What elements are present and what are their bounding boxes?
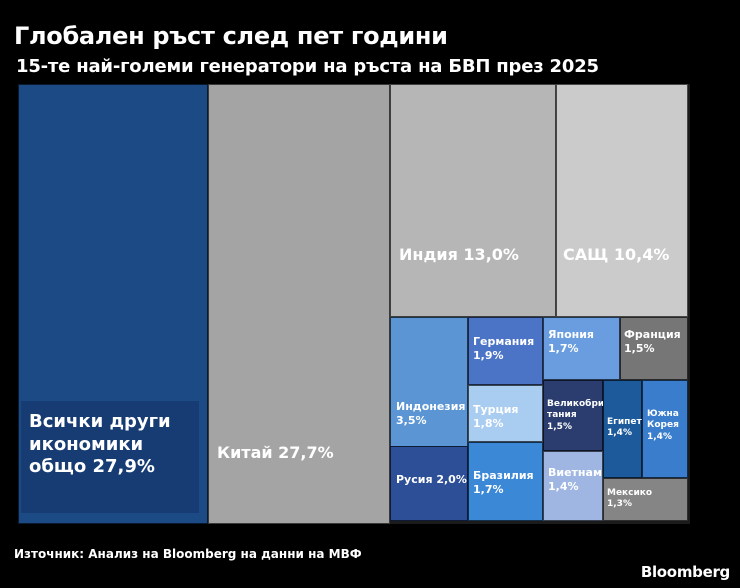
- treemap-tile: Египет 1,4%: [603, 380, 642, 478]
- treemap-tile-label: Турция 1,8%: [473, 403, 519, 430]
- treemap-tile-label: Мексико 1,3%: [607, 488, 653, 510]
- treemap-tile: Всички други икономики общо 27,9%: [18, 84, 208, 524]
- treemap-chart: Всички други икономики общо 27,9% Китай 2…: [18, 84, 690, 524]
- bloomberg-logo: Bloomberg: [640, 563, 730, 581]
- treemap-tile-label: Русия 2,0%: [396, 473, 467, 486]
- treemap-tile-label: Египет 1,4%: [607, 417, 642, 439]
- treemap-tile: Индия 13,0%: [390, 84, 556, 317]
- treemap-tile-label: Всички други икономики общо 27,9%: [29, 411, 171, 477]
- treemap-tile: САЩ 10,4%: [556, 84, 688, 317]
- treemap-tile-label: Виетнам 1,4%: [548, 466, 602, 493]
- treemap-tile-label: Япония 1,7%: [548, 328, 594, 355]
- source-suffix: на данни на МВФ: [236, 547, 362, 561]
- chart-subtitle: 15-те най-големи генератори на ръста на …: [16, 56, 599, 77]
- source-prefix: Източник: Анализ на: [14, 547, 163, 561]
- treemap-tile-label: Индия 13,0%: [399, 245, 519, 264]
- treemap-tile-label: Бразилия 1,7%: [473, 469, 534, 496]
- treemap-tile: Франция 1,5%: [620, 317, 688, 380]
- treemap-tile-label: Индонезия 3,5%: [396, 400, 466, 427]
- treemap-tile: Бразилия 1,7%: [468, 442, 543, 521]
- treemap-tile-label: Южна Корея 1,4%: [647, 409, 679, 442]
- treemap-tile: Турция 1,8%: [468, 385, 543, 442]
- treemap-tile-label: Германия 1,9%: [473, 335, 535, 362]
- chart-title: Глобален ръст след пет години: [14, 22, 448, 50]
- treemap-tile: Виетнам 1,4%: [543, 451, 603, 521]
- label-backdrop: [21, 401, 199, 513]
- treemap-tile: Южна Корея 1,4%: [642, 380, 688, 478]
- treemap-tile-label: САЩ 10,4%: [563, 245, 670, 264]
- treemap-tile-label: Великобри тания 1,5%: [547, 399, 605, 432]
- treemap-tile: Германия 1,9%: [468, 317, 543, 385]
- treemap-tile-label: Франция 1,5%: [624, 328, 681, 355]
- treemap-tile: Великобри тания 1,5%: [543, 380, 605, 451]
- treemap-tile: Мексико 1,3%: [603, 478, 688, 521]
- treemap-tile: Китай 27,7%: [208, 84, 390, 524]
- treemap-tile: Япония 1,7%: [543, 317, 620, 380]
- treemap-tile-label: Китай 27,7%: [217, 443, 334, 462]
- treemap-tile: Русия 2,0%: [390, 446, 468, 521]
- source-brand: Bloomberg: [162, 547, 237, 561]
- source-note: Източник: Анализ на Bloomberg на данни н…: [14, 547, 362, 561]
